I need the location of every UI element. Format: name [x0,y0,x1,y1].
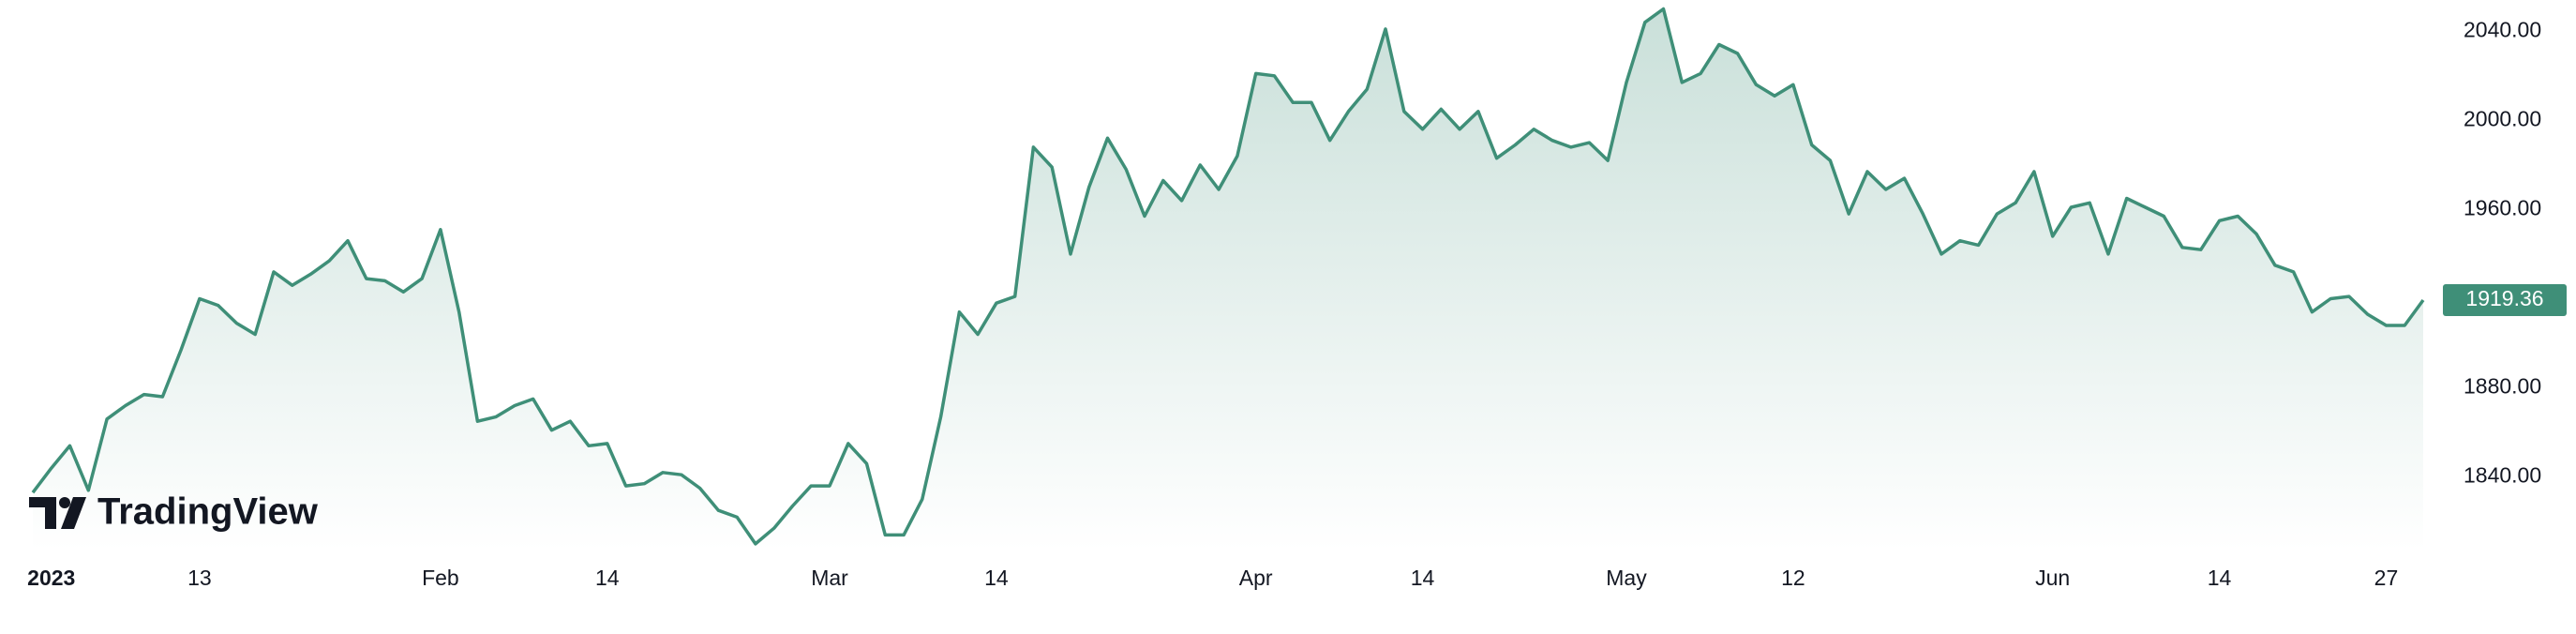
x-tick-label: Mar [811,566,848,590]
y-tick-label: 1960.00 [2464,195,2541,219]
x-tick-label: May [1606,566,1647,590]
y-tick-label: 1840.00 [2464,463,2541,488]
x-tick-label: Jun [2035,566,2070,590]
logo-icon [59,497,70,508]
x-tick-label: 14 [1411,566,1435,590]
x-tick-label: 13 [187,566,212,590]
x-tick-label: 14 [984,566,1009,590]
last-price-box [2443,283,2567,316]
logo-icon [61,497,86,529]
y-tick-label: 2000.00 [2464,106,2541,130]
x-tick-label: 14 [2208,566,2232,590]
watermark: TradingView [97,491,319,533]
x-tick-label: 12 [1781,566,1805,590]
x-tick-label: 2023 [27,566,75,590]
x-tick-label: Feb [422,566,459,590]
logo-icon [29,497,56,529]
logo: TradingView [29,491,319,533]
x-tick-label: Apr [1239,566,1273,590]
y-tick-label: 2040.00 [2464,17,2541,41]
area-fill [33,8,2423,551]
last-price-label: 1919.36 [2465,286,2543,310]
x-tick-label: 14 [595,566,620,590]
price-line [31,7,2425,546]
y-tick-label: 1880.00 [2464,374,2541,399]
x-tick-label: 27 [2374,566,2399,590]
